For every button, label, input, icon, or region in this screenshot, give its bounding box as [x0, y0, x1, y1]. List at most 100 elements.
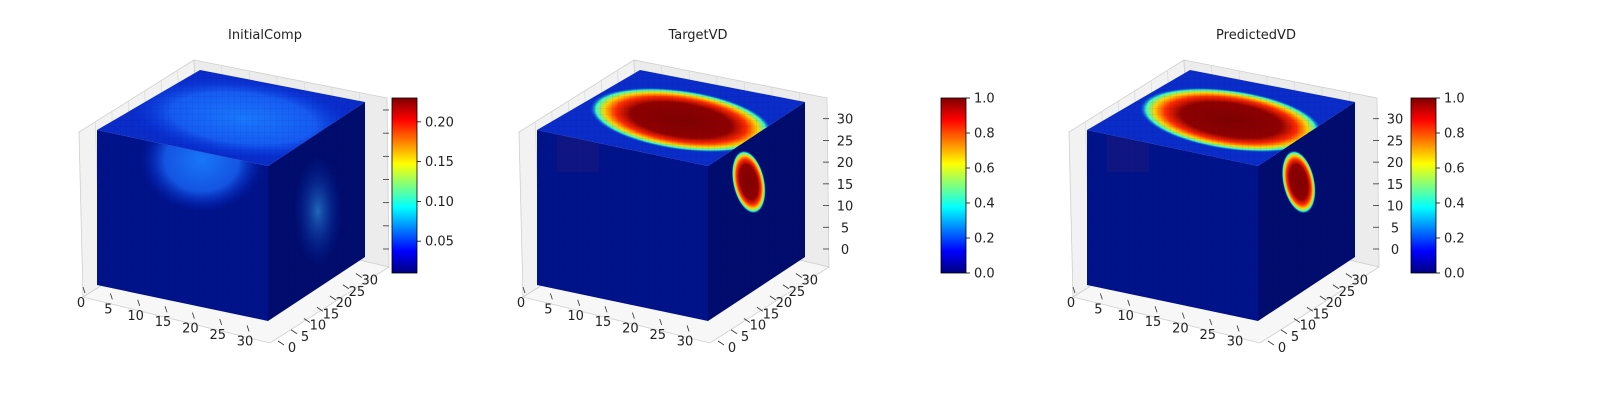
y-tick-mark — [743, 318, 751, 323]
x-tick-label: 10 — [1117, 309, 1134, 324]
y-tick-label: 20 — [336, 296, 353, 311]
colorbar-tick-label: 0.20 — [425, 115, 454, 130]
x-tick-mark — [82, 286, 86, 294]
colorbar-tick-label: 0.2 — [1444, 232, 1465, 247]
x-tick-mark — [1236, 325, 1240, 332]
colorbar: 0.0 0.2 0.4 0.6 0.8 1.0 — [940, 92, 995, 282]
y-tick-mark — [782, 284, 790, 290]
colorbar-tick-label: 0.10 — [425, 195, 454, 210]
y-tick-mark — [290, 329, 298, 335]
x-tick-label: 20 — [622, 322, 639, 337]
y-tick-mark — [342, 284, 350, 290]
x-tick-mark — [1154, 306, 1158, 313]
x-tick-mark — [219, 318, 223, 326]
voxel-cube — [97, 70, 365, 321]
voxel-cube — [537, 70, 805, 321]
y-tick-mark — [1319, 295, 1327, 301]
z-tick-label: 15 — [1387, 178, 1404, 193]
colorbar-tick-label: 0.6 — [974, 162, 995, 177]
y-tick-label: 30 — [362, 274, 379, 289]
y-tick-mark — [1293, 318, 1301, 323]
colorbar-tick-label: 0.6 — [1444, 162, 1465, 177]
x-tick-label: 25 — [209, 328, 226, 343]
y-tick-label: 10 — [310, 319, 327, 334]
y-tick-mark — [316, 306, 324, 312]
y-tick-label: 15 — [1313, 307, 1330, 322]
y-tick-mark — [769, 295, 777, 301]
x-tick-mark — [659, 318, 663, 326]
x-tick-label: 0 — [77, 296, 85, 311]
z-tick-label: 25 — [1387, 134, 1404, 149]
hot-region-side — [1281, 150, 1316, 214]
x-tick-label: 30 — [1227, 334, 1244, 349]
y-tick-mark — [303, 318, 311, 323]
x-tick-mark — [1072, 286, 1076, 294]
colorbar-gradient — [1410, 97, 1437, 274]
colorbar-tick-label: 0.0 — [1444, 267, 1465, 282]
z-tick-label: 10 — [837, 200, 854, 215]
x-tick-mark — [109, 293, 113, 300]
panel-title: PredictedVD — [1216, 28, 1296, 43]
z-tick-label: 5 — [841, 221, 849, 236]
y-tick-mark — [1332, 284, 1340, 290]
y-tick-label: 30 — [1352, 274, 1369, 289]
x-tick-label: 25 — [1199, 328, 1216, 343]
y-tick-mark — [1267, 340, 1275, 346]
cube-top-grid — [1087, 70, 1355, 166]
y-tick-label: 25 — [1339, 285, 1356, 300]
z-tick-label: 25 — [837, 134, 854, 149]
y-tick-mark — [355, 273, 363, 278]
ghost-voxels — [557, 136, 599, 172]
y-tick-label: 0 — [1278, 341, 1286, 356]
x-axis-ticks: 0 5 10 15 20 25 30 — [1067, 286, 1244, 349]
y-tick-label: 10 — [750, 319, 767, 334]
y-tick-label: 0 — [728, 341, 736, 356]
x-tick-mark — [164, 306, 168, 313]
x-tick-mark — [1127, 299, 1131, 306]
z-tick-label: 10 — [1387, 200, 1404, 215]
y-tick-mark — [795, 273, 803, 278]
y-tick-mark — [730, 329, 738, 335]
y-tick-label: 15 — [763, 307, 780, 322]
hot-region-side — [731, 150, 766, 214]
x-tick-mark — [246, 325, 250, 332]
x-tick-label: 0 — [517, 296, 525, 311]
cube-front-grid — [1087, 130, 1258, 321]
colorbar-tick-label: 0.15 — [425, 155, 454, 170]
colorbar-tick-label: 0.2 — [974, 232, 995, 247]
y-tick-label: 20 — [776, 296, 793, 311]
colorbar-tick-label: 0.05 — [425, 235, 454, 250]
x-tick-label: 15 — [595, 315, 612, 330]
y-tick-label: 0 — [288, 341, 296, 356]
y-tick-mark — [756, 306, 764, 312]
colorbar-tick-label: 0.0 — [974, 267, 995, 282]
colorbar-tick-label: 1.0 — [1444, 92, 1465, 107]
x-tick-mark — [604, 306, 608, 313]
y-tick-label: 15 — [323, 307, 340, 322]
x-tick-label: 15 — [155, 315, 172, 330]
y-tick-mark — [1280, 329, 1288, 335]
x-tick-mark — [137, 299, 141, 306]
z-tick-label: 20 — [837, 156, 854, 171]
x-tick-label: 5 — [104, 302, 112, 317]
x-tick-label: 5 — [1094, 302, 1102, 317]
y-tick-label: 25 — [789, 285, 806, 300]
y-tick-label: 10 — [1300, 319, 1317, 334]
ghost-voxels — [1107, 136, 1149, 172]
colorbar-tick-label: 0.4 — [1444, 197, 1465, 212]
x-tick-label: 20 — [182, 322, 199, 337]
x-tick-label: 5 — [544, 302, 552, 317]
x-tick-mark — [1181, 312, 1185, 319]
z-tick-label: 15 — [837, 178, 854, 193]
colorbar-tick-label: 0.8 — [974, 127, 995, 142]
y-tick-label: 5 — [741, 330, 749, 345]
z-tick-label: 30 — [1387, 113, 1404, 128]
x-tick-mark — [1209, 318, 1213, 326]
y-tick-mark — [277, 340, 285, 346]
x-tick-mark — [191, 312, 195, 319]
x-tick-label: 15 — [1145, 315, 1162, 330]
x-axis-ticks: 0 5 10 15 20 25 30 — [517, 286, 693, 349]
